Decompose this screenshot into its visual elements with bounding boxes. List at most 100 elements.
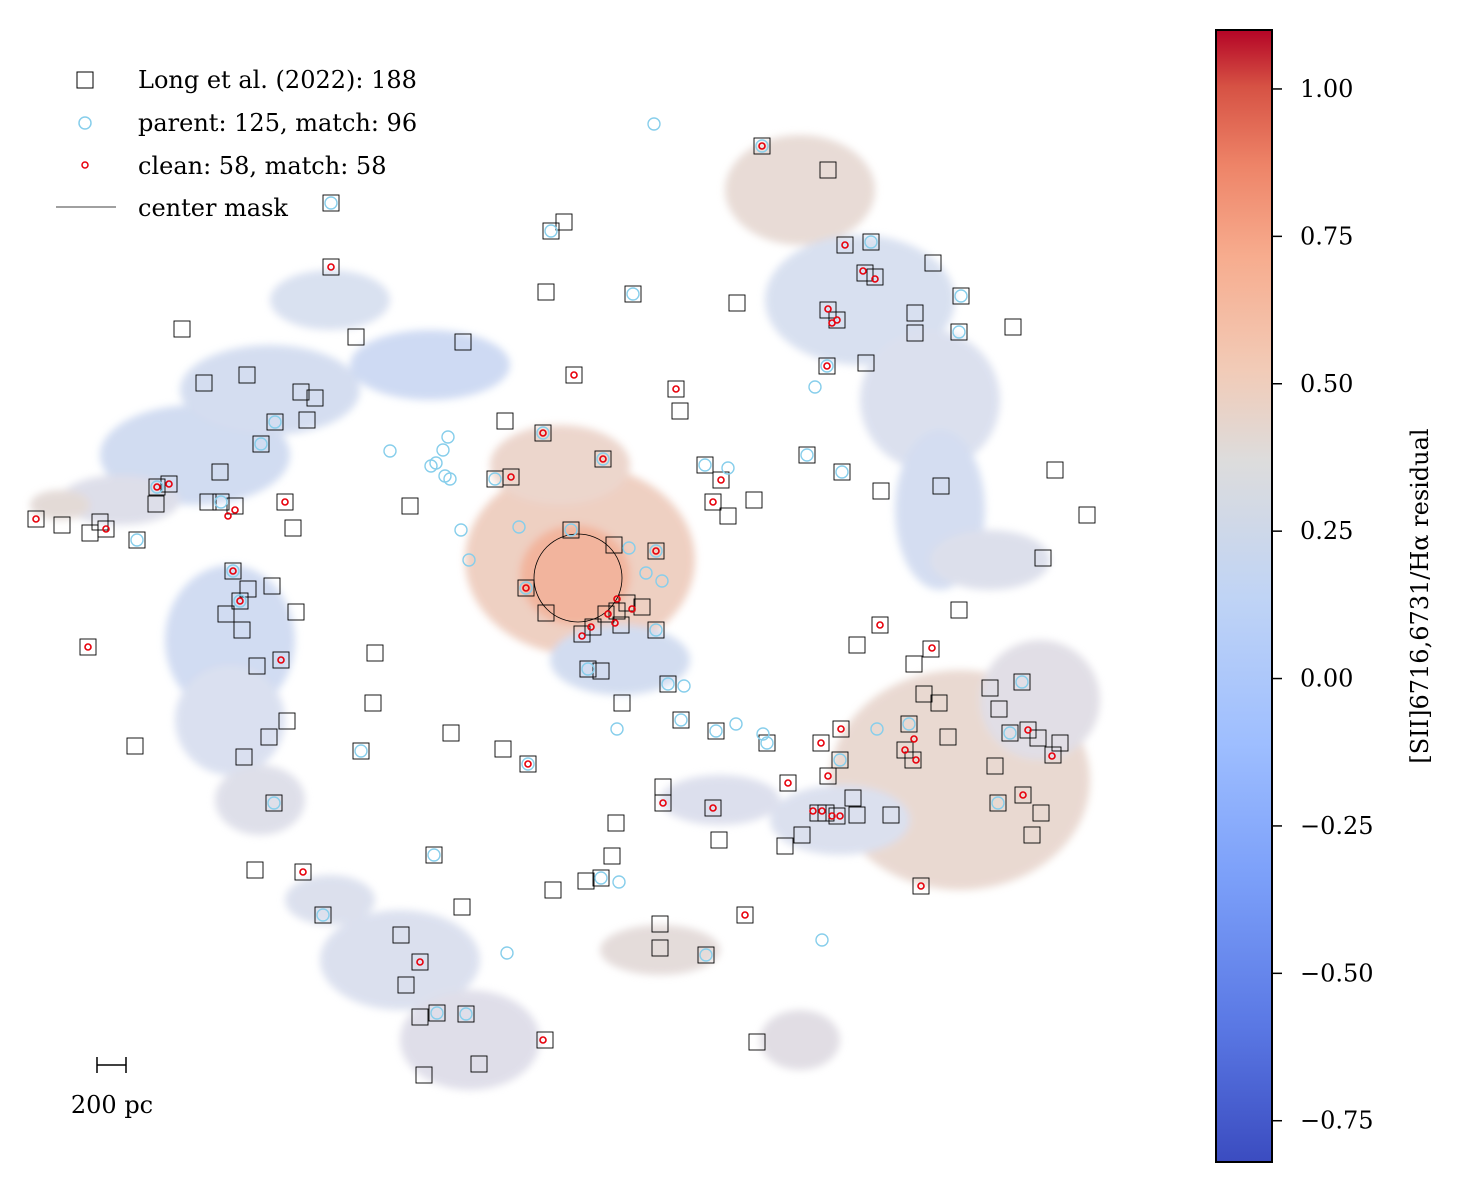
colorbar-tick-label: 0.25 xyxy=(1300,517,1353,545)
long-square-marker xyxy=(613,694,631,712)
parent-circle-marker xyxy=(512,520,526,534)
long-square-marker xyxy=(736,906,754,924)
clean-dot-marker xyxy=(824,772,832,780)
long-square-marker xyxy=(930,694,948,712)
parent-circle-marker xyxy=(226,564,240,578)
parent-circle-marker xyxy=(214,495,228,509)
long-square-marker xyxy=(906,324,924,342)
long-square-marker xyxy=(832,720,850,738)
parent-circle-marker xyxy=(519,581,533,595)
clean-dot-marker xyxy=(672,385,680,393)
colorbar: −0.75 −0.50 −0.25 0.00 0.25 0.50 0.75 1.00 [SII… xyxy=(1215,29,1434,1163)
colorbar-tick-label: 0.00 xyxy=(1300,665,1353,693)
long-square-marker xyxy=(924,254,942,272)
legend-label-long: Long et al. (2022): 188 xyxy=(138,66,417,94)
colorbar-fill xyxy=(1215,29,1273,1163)
legend-label-parent: parent: 125, match: 96 xyxy=(138,109,417,137)
parent-circle-marker xyxy=(870,722,884,736)
clean-dot-marker xyxy=(717,476,725,484)
clean-dot-marker xyxy=(1048,752,1056,760)
parent-circle-marker xyxy=(596,452,610,466)
long-square-marker xyxy=(906,304,924,322)
long-square-marker xyxy=(352,742,370,760)
long-square-marker xyxy=(905,655,923,673)
parent-circle-marker xyxy=(267,796,281,810)
long-square-marker xyxy=(579,660,597,678)
long-square-marker xyxy=(496,412,514,430)
long-square-marker xyxy=(651,915,669,933)
long-square-marker xyxy=(454,333,472,351)
long-square-marker xyxy=(287,603,305,621)
parent-circle-marker xyxy=(864,235,878,249)
clean-dot-marker xyxy=(1024,726,1032,734)
long-square-marker xyxy=(306,389,324,407)
clean-dot-marker xyxy=(231,506,239,514)
long-square-marker xyxy=(148,478,166,496)
long-square-marker xyxy=(753,137,771,155)
long-square-marker xyxy=(745,491,763,509)
long-square-marker xyxy=(696,456,714,474)
parent-circle-marker xyxy=(488,472,502,486)
long-square-marker xyxy=(710,831,728,849)
clean-dot-marker xyxy=(871,275,879,283)
long-square-marker xyxy=(555,213,573,231)
colorbar-tick-label: 0.75 xyxy=(1300,222,1353,250)
long-square-marker xyxy=(932,477,950,495)
clean-dot-marker xyxy=(709,498,717,506)
parent-circle-marker xyxy=(661,677,675,691)
long-square-marker xyxy=(848,806,866,824)
parent-circle-marker xyxy=(649,544,663,558)
colorbar-label: [SII]6716,6731/Hα residual xyxy=(1406,428,1434,763)
long-square-marker xyxy=(1046,461,1064,479)
long-square-marker xyxy=(272,651,290,669)
clean-dot-marker xyxy=(416,958,424,966)
long-square-marker xyxy=(833,463,851,481)
long-square-marker xyxy=(263,577,281,595)
clean-dot-marker xyxy=(818,807,826,815)
parent-circle-marker xyxy=(699,948,713,962)
long-square-marker xyxy=(624,285,642,303)
parent-circle-marker xyxy=(655,574,669,588)
long-square-marker xyxy=(607,814,625,832)
parent-circle-marker xyxy=(427,848,441,862)
parent-circle-marker xyxy=(835,465,849,479)
long-square-marker xyxy=(294,863,312,881)
clean-dots-layer xyxy=(32,142,1056,1044)
long-square-marker xyxy=(659,675,677,693)
clean-dot-marker xyxy=(611,619,619,627)
long-square-marker xyxy=(457,1005,475,1023)
long-square-marker xyxy=(871,616,889,634)
long-square-marker xyxy=(235,748,253,766)
center-mask-circle xyxy=(533,533,623,623)
parent-circle-marker xyxy=(581,662,595,676)
long-square-marker xyxy=(53,516,71,534)
long-square-marker xyxy=(866,268,884,286)
parent-circle-marker xyxy=(441,430,455,444)
long-square-marker xyxy=(1044,746,1062,764)
long-square-marker xyxy=(364,694,382,712)
long-square-marker xyxy=(224,562,242,580)
clean-dot-marker xyxy=(836,812,844,820)
legend-marker-square xyxy=(76,71,94,89)
clean-dot-marker xyxy=(102,525,110,533)
clean-dot-marker xyxy=(628,605,636,613)
parent-circle-marker xyxy=(130,533,144,547)
long-square-marker xyxy=(544,881,562,899)
clean-dot-marker xyxy=(522,584,530,592)
clean-dot-marker xyxy=(507,473,515,481)
clean-dot-marker xyxy=(833,316,841,324)
long-square-marker xyxy=(128,531,146,549)
legend-label-clean: clean: 58, match: 58 xyxy=(138,152,386,180)
clean-dot-marker xyxy=(876,621,884,629)
long-square-marker xyxy=(217,605,235,623)
parent-circle-marker xyxy=(454,523,468,537)
long-square-marker xyxy=(603,847,621,865)
long-square-marker xyxy=(728,294,746,312)
parent-circle-marker xyxy=(354,744,368,758)
long-square-marker xyxy=(573,625,591,643)
long-square-marker xyxy=(366,644,384,662)
long-square-marker xyxy=(519,755,537,773)
parent-circle-marker xyxy=(1003,726,1017,740)
parent-circle-marker xyxy=(536,426,550,440)
long-square-marker xyxy=(562,521,580,539)
